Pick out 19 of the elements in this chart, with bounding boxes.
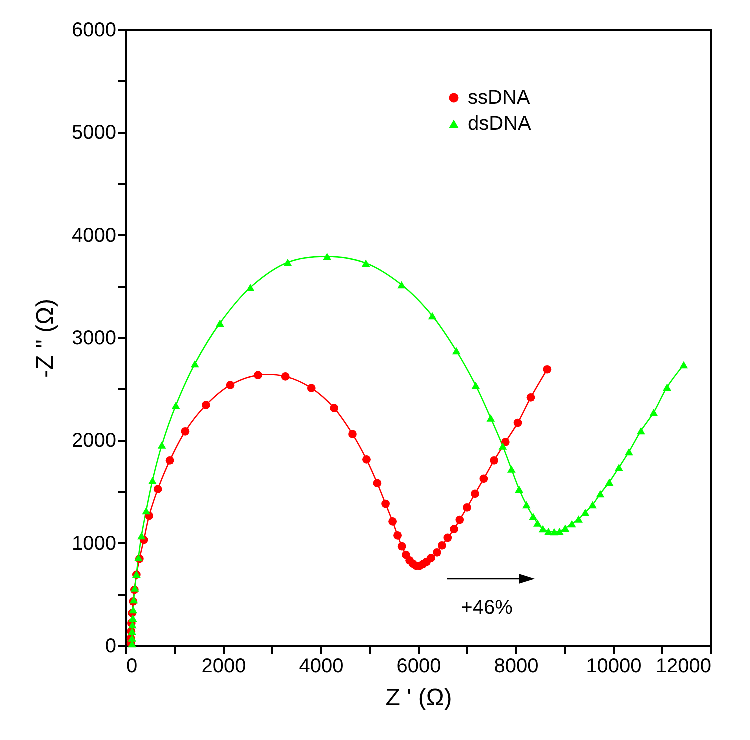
- legend-label: ssDNA: [468, 87, 531, 109]
- y-tick-label: 3000: [72, 328, 116, 350]
- y-axis-title: -Z '' (Ω): [32, 298, 60, 378]
- x-tick-label: 12000: [656, 656, 712, 678]
- x-tick-label: 2000: [202, 656, 246, 678]
- x-tick-label: 4000: [299, 656, 344, 678]
- y-tick-label: 1000: [72, 532, 116, 555]
- y-tick-label: 0: [105, 636, 116, 658]
- x-tick-label: 10000: [586, 656, 642, 678]
- y-tick-label: 5000: [72, 122, 116, 144]
- x-tick-label: 6000: [396, 656, 442, 678]
- y-tick-label: 6000: [72, 20, 116, 42]
- annotation: +46%: [461, 597, 514, 619]
- x-tick-label: 0: [126, 656, 138, 678]
- x-tick-label: 8000: [494, 656, 539, 678]
- y-tick-label: 4000: [72, 224, 116, 247]
- y-tick-label: 2000: [72, 430, 116, 452]
- x-axis-title: Z ' (Ω): [386, 684, 452, 712]
- legend-label: dsDNA: [468, 113, 532, 135]
